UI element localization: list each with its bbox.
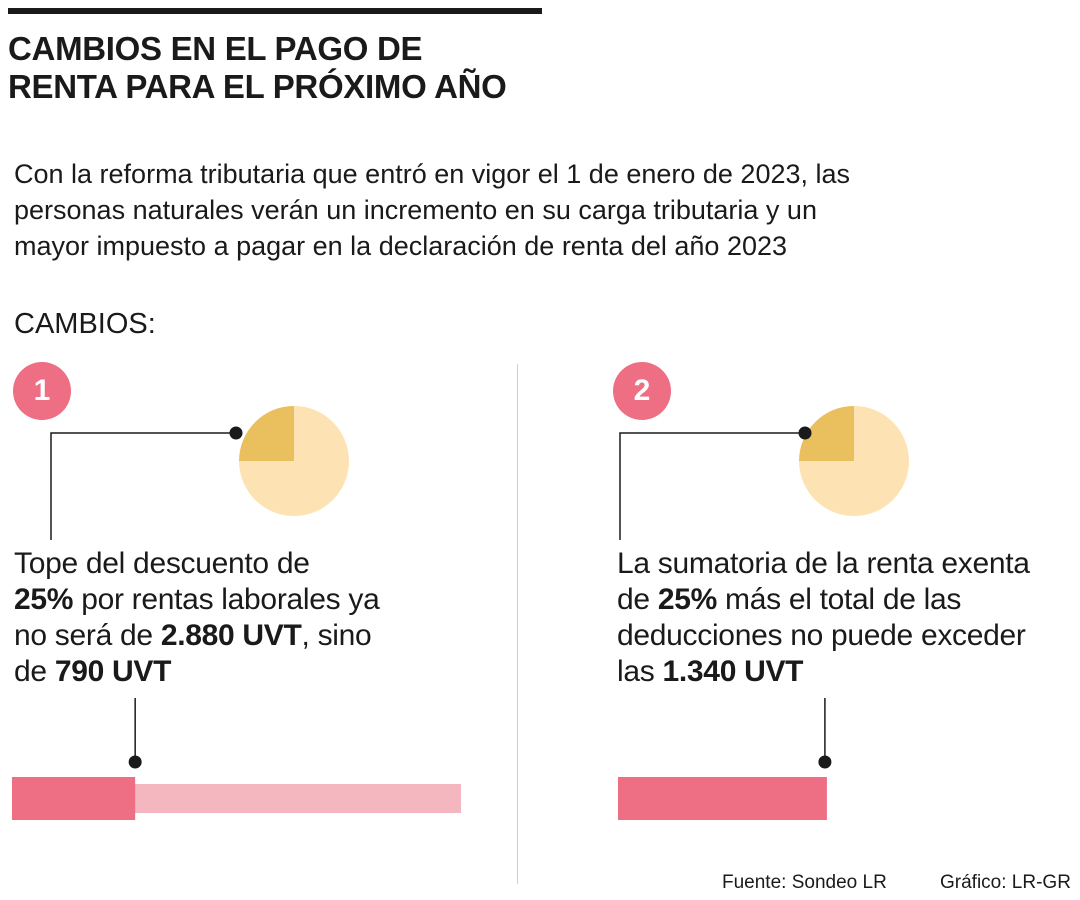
intro-line-3: mayor impuesto a pagar en la declaración… xyxy=(14,231,788,261)
top-rule xyxy=(8,8,542,14)
item-2-number-badge: 2 xyxy=(613,362,671,420)
pie-2-leader-dot xyxy=(798,426,812,440)
text-run: no será de xyxy=(14,619,161,652)
section-label: CAMBIOS: xyxy=(14,308,156,340)
item-1-line-4: de 790 UVT xyxy=(14,654,379,690)
item-2-line-2: de 25% más el total de las xyxy=(617,582,1030,618)
highlight-value: 25% xyxy=(14,583,74,616)
text-run: más el total de las xyxy=(716,583,962,616)
item-2-line-1: La sumatoria de la renta exenta xyxy=(617,546,1030,582)
item-1-line-2: 25% por rentas laborales ya xyxy=(14,582,380,618)
item-2-line-4: las 1.340 UVT xyxy=(617,654,1030,690)
pie-1-slice-2 xyxy=(239,406,349,516)
column-divider xyxy=(517,364,518,884)
item-2-line-3: deducciones no puede exceder xyxy=(617,618,1030,654)
footer-graphic: Gráfico: LR-GR xyxy=(940,872,1071,893)
bar-1340-uvt xyxy=(618,777,827,820)
item-1-number-badge: 1 xyxy=(13,362,71,420)
highlight-value: 25% xyxy=(657,583,717,616)
intro-line-1: Con la reforma tributaria que entró en v… xyxy=(14,159,851,189)
text-run: de xyxy=(14,655,55,688)
pie-2-slice-1 xyxy=(799,406,854,461)
text-run: por rentas laborales ya xyxy=(73,583,380,616)
title-line-1: CAMBIOS EN EL PAGO DE xyxy=(8,30,423,67)
bar-2-leader-dot xyxy=(818,755,832,769)
intro-line-2: personas naturales verán un incremento e… xyxy=(14,195,817,225)
text-run: La sumatoria de la renta exenta xyxy=(617,547,1030,580)
highlight-value: 790 UVT xyxy=(54,655,172,688)
highlight-value: 1.340 UVT xyxy=(662,655,804,688)
title-line-2: RENTA PARA EL PRÓXIMO AÑO xyxy=(8,68,507,105)
text-run: deducciones no puede exceder xyxy=(617,619,1026,652)
item-1-number: 1 xyxy=(33,374,51,407)
highlight-value: 2.880 UVT xyxy=(160,619,302,652)
text-run: Tope del descuento de xyxy=(14,547,310,580)
pie-2-leader-line xyxy=(619,432,805,540)
pie-1-leader-line xyxy=(50,432,236,540)
item-2-description: La sumatoria de la renta exenta de 25% má… xyxy=(617,546,1030,690)
intro-text: Con la reforma tributaria que entró en v… xyxy=(14,156,1064,264)
text-run: las xyxy=(617,655,663,688)
item-1-line-1: Tope del descuento de xyxy=(14,546,379,582)
bar-790-uvt xyxy=(12,777,136,820)
footer-source: Fuente: Sondeo LR xyxy=(722,872,887,893)
text-run: , sino xyxy=(301,619,372,652)
pie-1-slice-1 xyxy=(239,406,294,461)
page-title: CAMBIOS EN EL PAGO DE RENTA PARA EL PRÓX… xyxy=(8,30,628,106)
pie-1-leader-dot xyxy=(229,426,243,440)
item-1-description: Tope del descuento de 25% por rentas labo… xyxy=(14,546,380,690)
item-2-number: 2 xyxy=(633,374,651,407)
bar-1-leader-dot xyxy=(128,755,142,769)
item-1-line-3: no será de 2.880 UVT, sino xyxy=(14,618,379,654)
pie-2-slice-2 xyxy=(799,406,909,516)
text-run: de xyxy=(617,583,658,616)
